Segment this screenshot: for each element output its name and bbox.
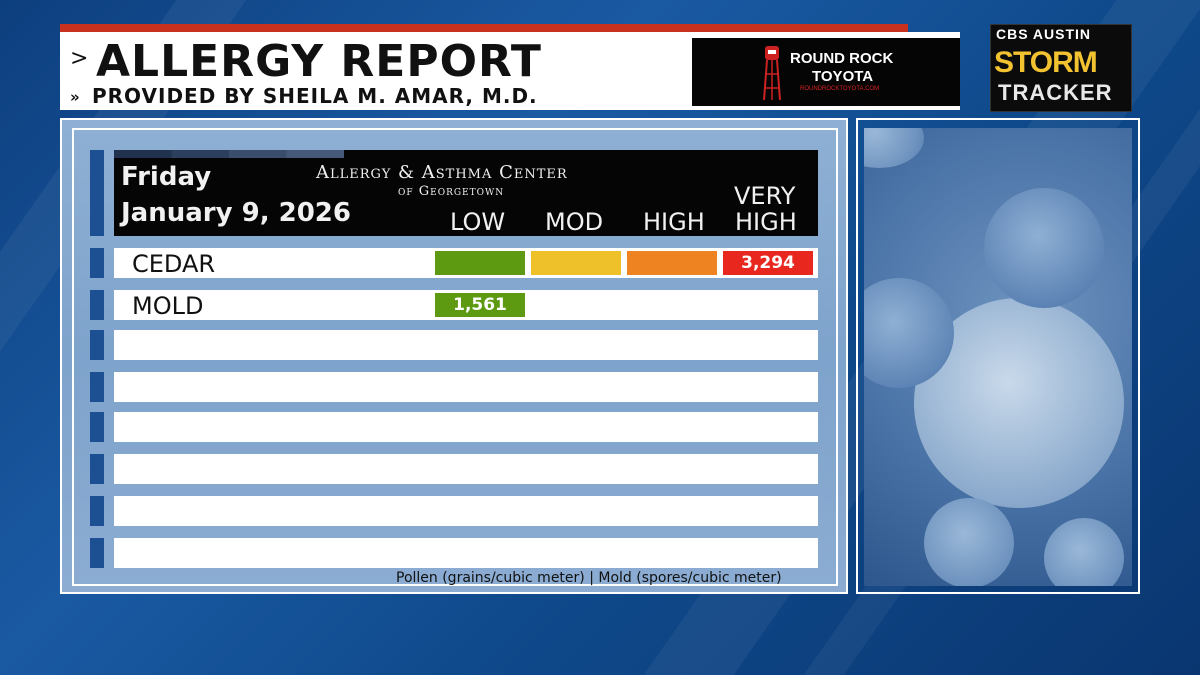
row-accent	[90, 248, 104, 278]
level-mod-label: MOD	[545, 208, 604, 236]
pollen-image	[864, 128, 1132, 586]
units-footnote: Pollen (grains/cubic meter) | Mold (spor…	[396, 570, 782, 586]
table-row-empty	[114, 538, 818, 568]
pollen-cell	[984, 188, 1104, 308]
row-label-mold: MOLD	[132, 292, 204, 320]
report-day: Friday	[121, 162, 212, 192]
sponsor-name-line1: ROUND ROCK	[790, 50, 894, 67]
level-low-label: LOW	[450, 208, 506, 236]
brand-line1: STORM	[994, 46, 1098, 79]
row-accent	[90, 372, 104, 402]
report-header	[114, 150, 818, 236]
report-date: January 9, 2026	[121, 198, 351, 228]
pollen-cell	[864, 128, 924, 168]
row-accent	[90, 412, 104, 442]
cedar-low-bar	[435, 251, 525, 275]
row-accent	[90, 330, 104, 360]
pollen-cell	[864, 278, 954, 388]
side-image-frame	[856, 118, 1140, 594]
level-very-label: VERY	[734, 182, 796, 210]
subtitle-chevron-icon: »	[70, 88, 80, 106]
pollen-cell	[924, 498, 1014, 586]
table-row-empty	[114, 372, 818, 402]
pollen-cell	[1044, 518, 1124, 586]
page-subtitle: PROVIDED BY SHEILA M. AMAR, M.D.	[92, 84, 538, 108]
report-panel-inner-border	[72, 128, 838, 586]
table-row-empty	[114, 330, 818, 360]
mold-low-bar: 1,561	[435, 293, 525, 317]
cedar-high-bar	[627, 251, 717, 275]
brand-network: CBS AUSTIN	[996, 26, 1092, 42]
level-high-label: HIGH	[643, 208, 705, 236]
cedar-mod-bar	[531, 251, 621, 275]
sponsor-box	[692, 38, 960, 106]
center-location: of Georgetown	[398, 184, 505, 199]
page-title: ALLERGY REPORT	[96, 36, 542, 87]
table-row-empty	[114, 412, 818, 442]
center-name: Allergy & Asthma Center	[316, 162, 568, 183]
row-accent	[90, 290, 104, 320]
row-accent	[90, 454, 104, 484]
table-row-empty	[114, 496, 818, 526]
row-accent	[90, 538, 104, 568]
sponsor-name-line2: TOYOTA	[812, 68, 874, 85]
brand-logo-box	[990, 24, 1132, 112]
water-tower-icon	[763, 46, 781, 101]
brand-line2: TRACKER	[998, 80, 1113, 105]
sponsor-url: ROUNDROCKTOYOTA.COM	[800, 86, 880, 92]
report-header-tabs	[114, 150, 344, 158]
title-chevron-icon: >	[70, 46, 89, 71]
row-accent	[90, 150, 104, 236]
header-accent-line	[60, 24, 908, 32]
row-label-cedar: CEDAR	[132, 250, 216, 278]
row-accent	[90, 496, 104, 526]
cedar-very-high-bar: 3,294	[723, 251, 813, 275]
level-very-high-label: HIGH	[735, 208, 797, 236]
table-row-empty	[114, 454, 818, 484]
